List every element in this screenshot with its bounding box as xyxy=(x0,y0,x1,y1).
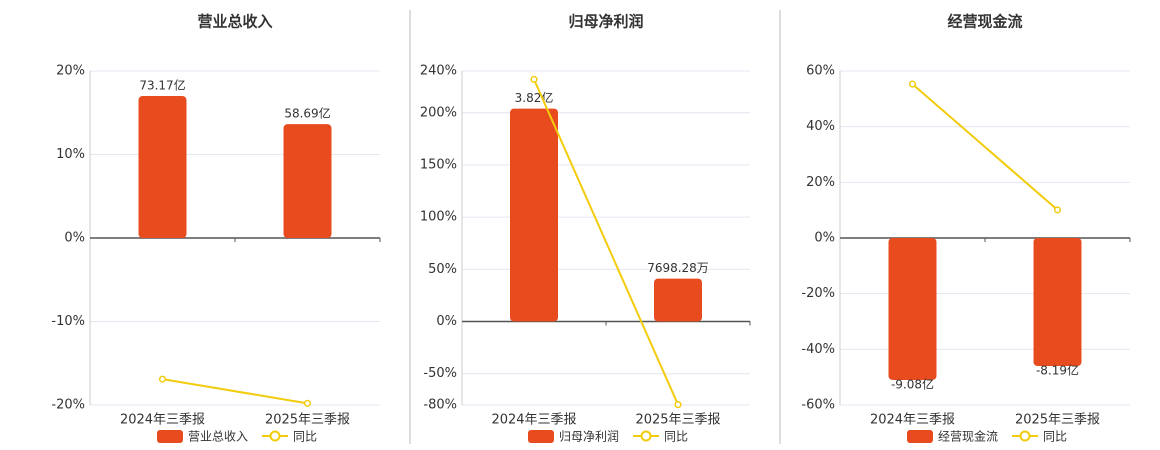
line-point xyxy=(303,399,312,407)
line xyxy=(911,83,1059,211)
x-tick-label: 2024年三季报 xyxy=(491,413,576,428)
y-tick-label: 40% xyxy=(806,119,835,134)
line-point xyxy=(530,75,538,83)
value-label: -9.08亿 xyxy=(891,376,934,391)
legend-swatch xyxy=(157,430,183,443)
y-tick-label: 60% xyxy=(806,64,835,79)
line xyxy=(533,78,679,405)
y-tick-label: 0% xyxy=(64,231,85,246)
y-tick-label: 200% xyxy=(420,105,457,120)
y-tick-label: -50% xyxy=(423,366,457,381)
bar xyxy=(138,96,187,238)
chart-title: 经营现金流 xyxy=(947,13,1022,31)
y-tick-label: -10% xyxy=(51,314,85,329)
legend-label: 经营现金流 xyxy=(938,429,998,444)
bar xyxy=(283,124,332,238)
legend-label: 同比 xyxy=(664,430,688,444)
value-label: 3.82亿 xyxy=(515,90,554,105)
bar xyxy=(888,238,937,380)
y-tick-label: -80% xyxy=(423,398,457,413)
value-label: 7698.28万 xyxy=(647,261,709,275)
y-tick-label: -60% xyxy=(801,398,835,413)
value-label: 73.17亿 xyxy=(139,78,185,93)
legend-label: 营业总收入 xyxy=(188,430,248,444)
line-point xyxy=(1053,206,1062,214)
value-label: 58.69亿 xyxy=(284,106,330,121)
line-point xyxy=(908,80,917,88)
x-tick-label: 2024年三季报 xyxy=(870,413,955,428)
x-tick-label: 2025年三季报 xyxy=(265,413,350,428)
legend-swatch xyxy=(907,430,933,443)
legend-label: 同比 xyxy=(293,430,317,444)
legend-swatch xyxy=(1019,430,1031,442)
y-tick-label: -20% xyxy=(51,398,85,413)
line-point xyxy=(158,375,167,383)
legend-label: 归母净利润 xyxy=(559,430,619,444)
legend-swatch xyxy=(528,430,554,443)
legend-swatch xyxy=(640,430,652,442)
value-label: -8.19亿 xyxy=(1036,363,1079,378)
x-tick-label: 2025年三季报 xyxy=(1015,413,1100,428)
y-tick-label: 150% xyxy=(420,157,457,172)
y-tick-label: -20% xyxy=(801,286,835,301)
legend-label: 同比 xyxy=(1043,430,1067,444)
line xyxy=(162,378,308,405)
bar xyxy=(510,108,558,322)
chart-title: 归母净利润 xyxy=(568,13,643,31)
chart-title: 营业总收入 xyxy=(197,13,272,31)
x-tick-label: 2025年三季报 xyxy=(635,413,720,428)
bar xyxy=(654,278,702,322)
y-tick-label: 10% xyxy=(56,147,85,162)
y-tick-label: 20% xyxy=(806,175,835,190)
y-tick-label: 0% xyxy=(436,314,457,329)
legend-swatch xyxy=(269,430,281,442)
bar xyxy=(1033,238,1082,367)
y-tick-label: 20% xyxy=(56,64,85,79)
y-tick-label: 240% xyxy=(420,64,457,79)
y-tick-label: 100% xyxy=(420,210,457,225)
y-tick-label: 0% xyxy=(814,231,835,246)
y-tick-label: 50% xyxy=(428,262,457,277)
line-point xyxy=(674,401,682,409)
x-tick-label: 2024年三季报 xyxy=(120,413,205,428)
y-tick-label: -40% xyxy=(801,342,835,357)
